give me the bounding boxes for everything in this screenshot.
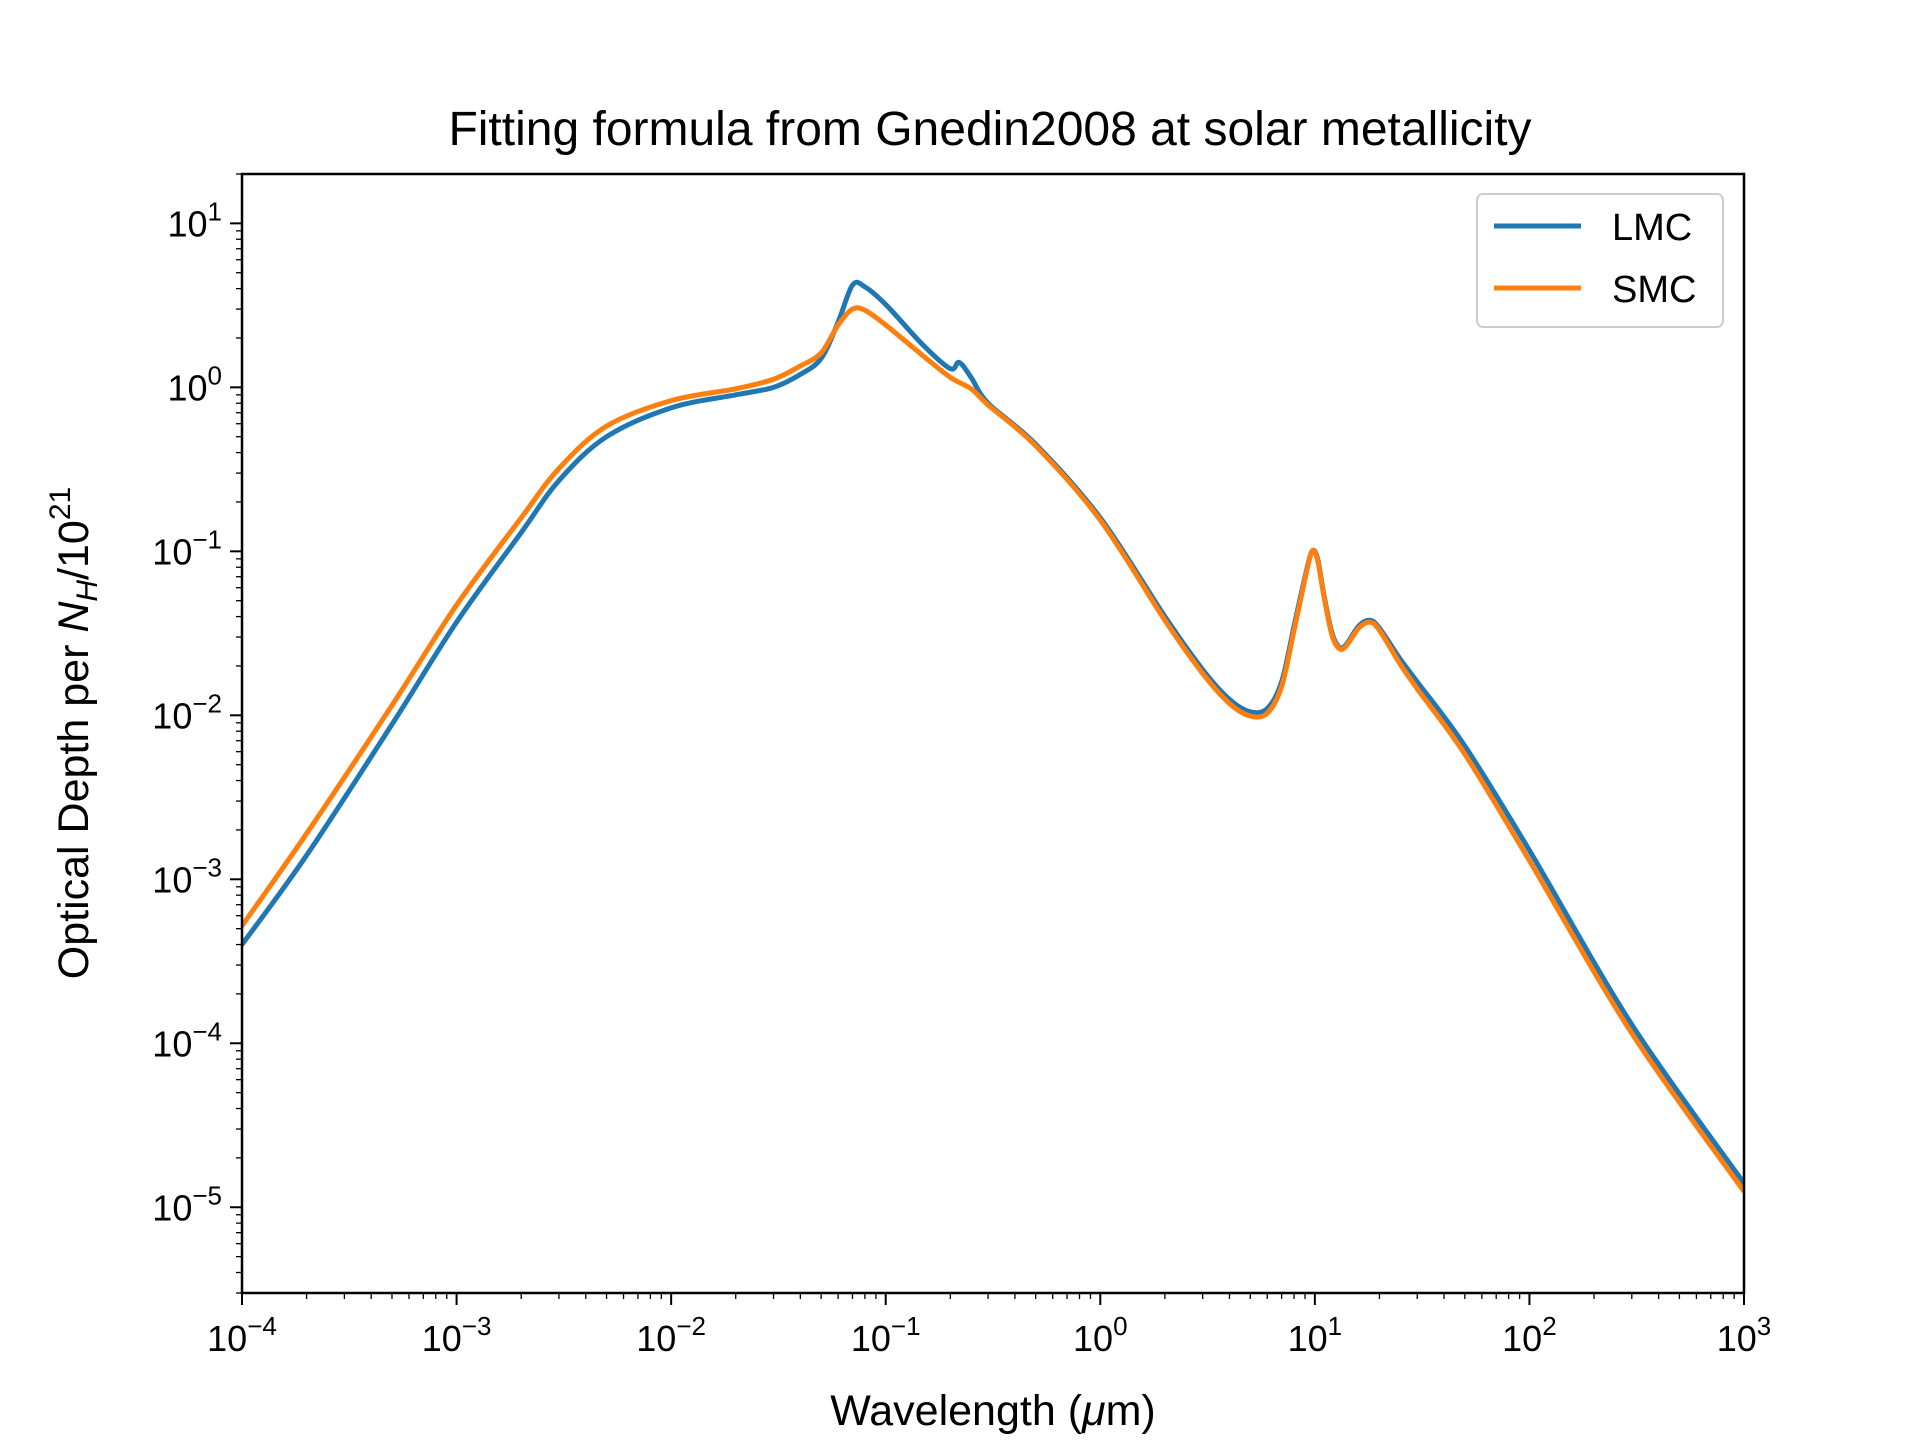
x-axis-label-symbol: μ	[1081, 1387, 1106, 1435]
plot-area	[230, 172, 1746, 1305]
y-tick-label: 10−2	[152, 688, 222, 736]
y-tick-label: 10−4	[152, 1016, 222, 1064]
y-axis-label-sup: 21	[44, 487, 77, 520]
x-axis-label-suffix: m)	[1106, 1387, 1156, 1435]
x-tick-label: 101	[1288, 1311, 1343, 1359]
x-tick-label: 10−3	[422, 1311, 492, 1359]
legend-label-lmc: LMC	[1612, 207, 1692, 249]
y-tick-label: 10−3	[152, 852, 222, 900]
x-tick-label: 10−1	[851, 1311, 921, 1359]
legend: LMC SMC	[1476, 193, 1724, 328]
y-axis-label: Optical Depth per NH/1021	[44, 487, 104, 979]
x-tick-label: 103	[1717, 1311, 1772, 1359]
y-axis-label-prefix: Optical Depth per	[50, 633, 98, 980]
y-axis-label-sub: H	[71, 580, 104, 602]
plot-frame	[240, 172, 1746, 1295]
x-tick-label: 102	[1502, 1311, 1557, 1359]
major-ticks	[230, 222, 1745, 1305]
y-tick-label: 101	[167, 196, 222, 244]
x-tick-label: 10−2	[636, 1311, 706, 1359]
x-tick-label: 10−4	[207, 1311, 277, 1359]
legend-label-smc: SMC	[1612, 269, 1696, 311]
series-line-smc	[242, 305, 1744, 1194]
y-tick-label: 10−1	[152, 524, 222, 572]
x-tick-labels: 10−4 10−3 10−2 10−1 100 101 102 103	[207, 1311, 1771, 1359]
y-axis-label-var: N	[50, 601, 98, 633]
x-tick-label: 100	[1073, 1311, 1128, 1359]
series-lines	[242, 279, 1744, 1194]
y-tick-label: 10−5	[152, 1180, 222, 1228]
y-axis-label-mid: /10	[50, 520, 98, 580]
y-tick-label: 100	[167, 360, 222, 408]
x-axis-label: Wavelength (μm)	[830, 1387, 1155, 1435]
x-axis-label-prefix: Wavelength (	[830, 1387, 1082, 1435]
y-tick-labels: 10−5 10−4 10−3 10−2 10−1 100 101	[152, 196, 222, 1228]
chart-title: Fitting formula from Gnedin2008 at solar…	[448, 103, 1531, 156]
